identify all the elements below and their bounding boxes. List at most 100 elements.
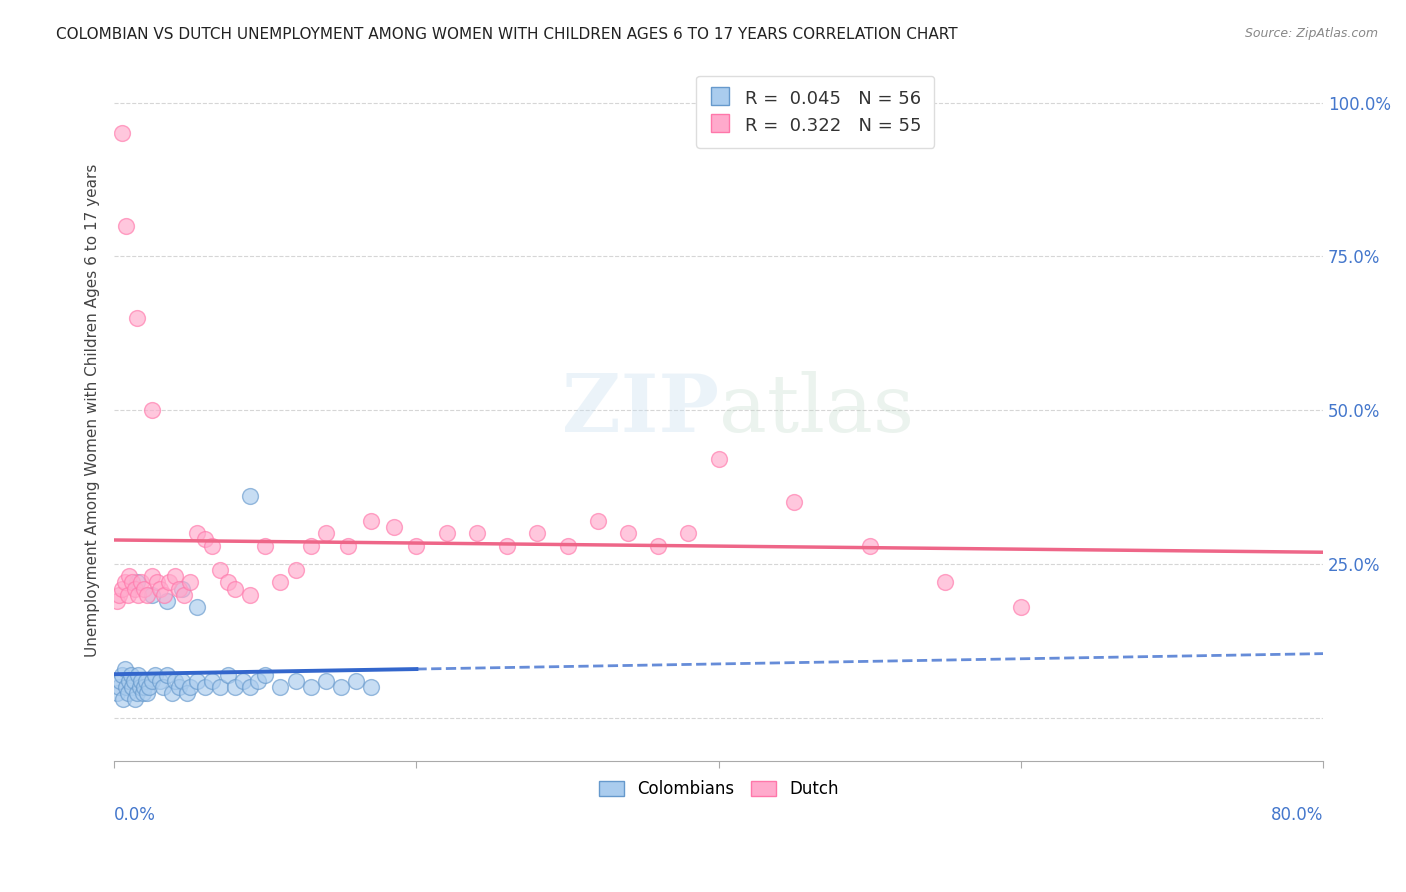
Point bbox=[360, 680, 382, 694]
Point bbox=[112, 692, 135, 706]
Point bbox=[132, 686, 155, 700]
Point bbox=[141, 569, 163, 583]
Point bbox=[111, 667, 134, 681]
Point bbox=[194, 680, 217, 694]
Point bbox=[217, 575, 239, 590]
Point bbox=[269, 575, 291, 590]
Point bbox=[329, 680, 352, 694]
Text: Source: ZipAtlas.com: Source: ZipAtlas.com bbox=[1244, 27, 1378, 40]
Point bbox=[239, 680, 262, 694]
Point bbox=[315, 673, 337, 688]
Point bbox=[163, 673, 186, 688]
Point bbox=[124, 582, 146, 596]
Point bbox=[124, 692, 146, 706]
Text: 80.0%: 80.0% bbox=[1271, 806, 1323, 824]
Point bbox=[201, 673, 224, 688]
Point bbox=[344, 673, 367, 688]
Point bbox=[232, 673, 254, 688]
Point bbox=[120, 667, 142, 681]
Point bbox=[127, 588, 149, 602]
Point bbox=[208, 680, 231, 694]
Point bbox=[315, 526, 337, 541]
Point bbox=[194, 533, 217, 547]
Point bbox=[105, 594, 128, 608]
Y-axis label: Unemployment Among Women with Children Ages 6 to 17 years: Unemployment Among Women with Children A… bbox=[86, 163, 100, 657]
Point bbox=[117, 588, 139, 602]
Point bbox=[179, 680, 201, 694]
Point bbox=[135, 673, 157, 688]
Point bbox=[141, 403, 163, 417]
Point bbox=[496, 539, 519, 553]
Point bbox=[208, 563, 231, 577]
Point bbox=[647, 539, 669, 553]
Point bbox=[131, 673, 153, 688]
Point bbox=[141, 588, 163, 602]
Point bbox=[284, 563, 307, 577]
Point bbox=[246, 673, 269, 688]
Point bbox=[1010, 600, 1032, 615]
Point bbox=[111, 582, 134, 596]
Point bbox=[201, 539, 224, 553]
Point bbox=[172, 582, 194, 596]
Point bbox=[134, 582, 156, 596]
Point bbox=[143, 667, 166, 681]
Point bbox=[163, 569, 186, 583]
Point bbox=[254, 667, 277, 681]
Point bbox=[172, 673, 194, 688]
Point bbox=[118, 673, 141, 688]
Point bbox=[176, 686, 198, 700]
Point bbox=[148, 673, 170, 688]
Point bbox=[115, 680, 138, 694]
Point bbox=[405, 539, 427, 553]
Point bbox=[136, 588, 159, 602]
Point bbox=[122, 673, 145, 688]
Point bbox=[117, 686, 139, 700]
Point bbox=[179, 575, 201, 590]
Point bbox=[110, 673, 132, 688]
Point bbox=[125, 575, 148, 590]
Point bbox=[111, 127, 134, 141]
Point bbox=[114, 662, 136, 676]
Point bbox=[125, 686, 148, 700]
Point bbox=[145, 575, 167, 590]
Point bbox=[224, 680, 246, 694]
Point bbox=[153, 588, 176, 602]
Point bbox=[239, 588, 262, 602]
Point bbox=[382, 520, 405, 534]
Point bbox=[678, 526, 700, 541]
Text: ZIP: ZIP bbox=[561, 371, 718, 450]
Point bbox=[284, 673, 307, 688]
Point bbox=[107, 680, 129, 694]
Point bbox=[337, 539, 360, 553]
Point bbox=[148, 582, 170, 596]
Point bbox=[118, 569, 141, 583]
Point bbox=[586, 514, 609, 528]
Point bbox=[160, 686, 183, 700]
Point bbox=[152, 680, 174, 694]
Point bbox=[121, 575, 143, 590]
Text: atlas: atlas bbox=[718, 371, 914, 450]
Point bbox=[186, 526, 208, 541]
Point bbox=[360, 514, 382, 528]
Point bbox=[114, 575, 136, 590]
Point bbox=[526, 526, 548, 541]
Point bbox=[125, 310, 148, 325]
Point bbox=[167, 582, 190, 596]
Point bbox=[157, 575, 180, 590]
Point bbox=[156, 667, 179, 681]
Point bbox=[224, 582, 246, 596]
Point bbox=[128, 680, 150, 694]
Point bbox=[254, 539, 277, 553]
Point bbox=[186, 600, 208, 615]
Point bbox=[269, 680, 291, 694]
Point bbox=[465, 526, 488, 541]
Point bbox=[299, 680, 322, 694]
Point bbox=[105, 686, 128, 700]
Legend: Colombians, Dutch: Colombians, Dutch bbox=[592, 773, 845, 805]
Point bbox=[299, 539, 322, 553]
Point bbox=[138, 680, 160, 694]
Point bbox=[707, 452, 730, 467]
Point bbox=[136, 686, 159, 700]
Point bbox=[156, 594, 179, 608]
Point bbox=[859, 539, 882, 553]
